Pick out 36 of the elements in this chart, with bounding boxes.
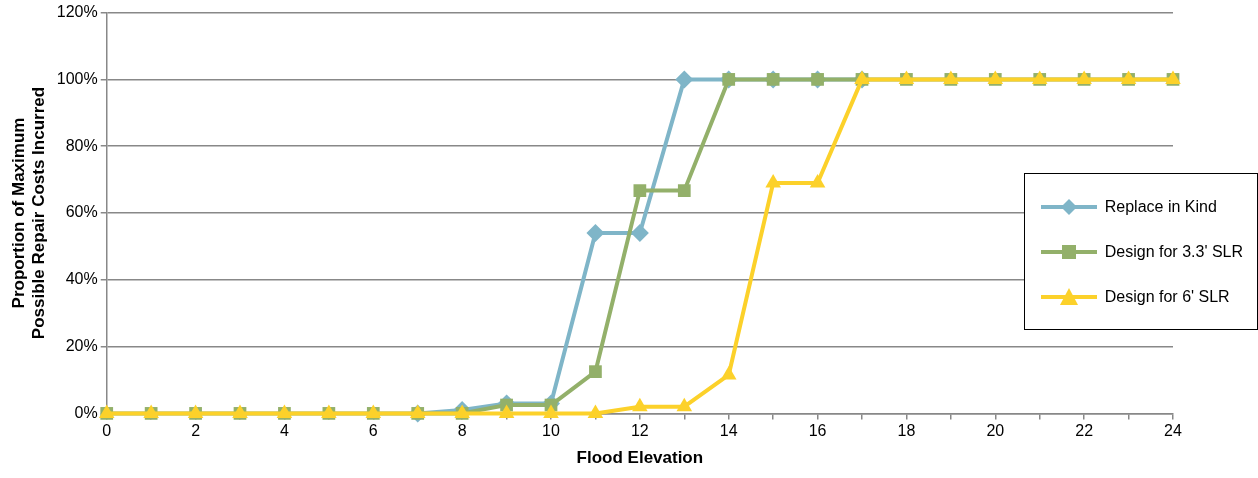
y-tick-label: 60% — [65, 203, 98, 221]
x-tick-label: 12 — [630, 422, 649, 440]
point — [633, 184, 647, 197]
x-axis-title: Flood Elevation — [576, 448, 704, 468]
point — [677, 184, 691, 197]
point — [543, 404, 559, 418]
y-tick-label: 20% — [65, 337, 98, 355]
legend-label: Design for 6' SLR — [1104, 287, 1230, 306]
y-tick-label: 120% — [56, 3, 98, 21]
point — [676, 397, 693, 412]
x-tick-label: 18 — [897, 422, 916, 440]
point — [632, 397, 648, 412]
point — [720, 365, 737, 380]
point — [589, 365, 602, 379]
x-tick-label: 0 — [102, 422, 112, 440]
x-tick-label: 4 — [279, 422, 289, 440]
point — [675, 70, 694, 89]
x-tick-label: 20 — [986, 422, 1005, 440]
legend-label: Design for 3.3' SLR — [1104, 242, 1243, 261]
x-tick-label: 8 — [457, 422, 467, 440]
y-tick-label: 40% — [65, 270, 98, 288]
y-tick-label: 80% — [65, 136, 98, 154]
legend-label: Replace in Kind — [1104, 197, 1217, 216]
x-tick-label: 14 — [719, 422, 738, 440]
x-tick-label: 2 — [191, 422, 201, 440]
x-tick-label: 6 — [368, 422, 378, 440]
y-tick-label: 100% — [56, 69, 98, 87]
y-tick-label: 0% — [74, 403, 98, 421]
point — [498, 404, 515, 418]
x-tick-label: 16 — [808, 422, 827, 440]
point — [586, 224, 605, 243]
x-tick-label: 10 — [542, 422, 560, 440]
point — [587, 404, 604, 418]
x-tick-label: 22 — [1075, 422, 1094, 440]
x-tick-label: 24 — [1164, 422, 1182, 440]
y-axis-title: Proportion of Maximum Possible Repair Costs Incurred — [8, 86, 49, 340]
